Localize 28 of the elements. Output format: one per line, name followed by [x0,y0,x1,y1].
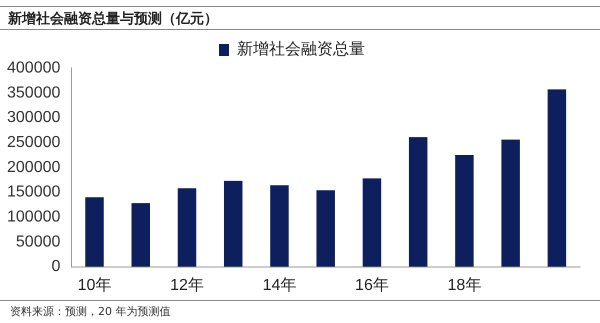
x-tick-label: 12年 [170,276,204,294]
bar [362,178,382,267]
y-tick-label: 50000 [16,233,60,250]
x-tick-label: 16年 [355,276,389,294]
text: 资料来源：预测，20 年为预测值 [0,300,600,319]
y-tick-label: 250000 [7,134,60,151]
bar [85,197,104,267]
bar [178,188,196,267]
y-tick-label: 350000 [7,84,60,102]
x-tick-label: 10年 [78,276,112,294]
bar [270,185,289,267]
bar [408,137,428,267]
x-tick-label: 18年 [448,276,482,294]
bar [224,180,242,267]
y-tick-label: 200000 [7,158,60,176]
bar [455,154,474,267]
bar [501,140,520,267]
chart-title: 新增社会融资总量与预测（亿元） [0,6,600,30]
bar [132,203,150,267]
y-tick-label: 0 [51,258,60,276]
bar [316,190,335,267]
y-tick-label: 100000 [7,208,60,226]
bar [548,89,566,267]
y-tick-label: 300000 [7,109,60,126]
y-tick-label: 150000 [7,184,60,201]
x-tick-label: 14年 [262,276,296,294]
y-tick-label: 400000 [7,59,60,76]
legend-label: 新增社会融资总量 [237,39,365,58]
